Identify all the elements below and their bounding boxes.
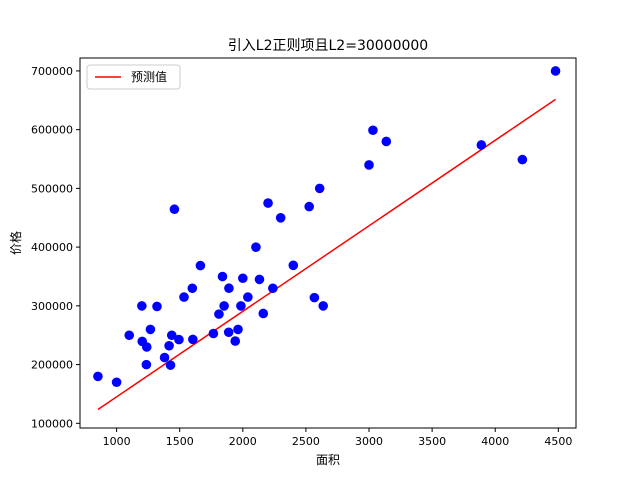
y-tick-label: 200000 [31, 359, 73, 372]
data-point [159, 352, 170, 363]
data-point [268, 283, 278, 294]
data-point [238, 273, 248, 284]
data-point [243, 292, 253, 302]
x-tick-label: 4000 [481, 435, 509, 448]
data-point [111, 377, 122, 388]
x-tick-label: 3000 [355, 435, 383, 448]
data-point [251, 242, 261, 252]
data-point [304, 201, 314, 212]
data-point [174, 334, 184, 345]
data-point [188, 334, 198, 345]
data-point [141, 359, 152, 370]
data-point [233, 324, 243, 335]
y-axis-label: 价格 [8, 231, 23, 255]
x-tick-label: 2000 [229, 435, 257, 448]
data-point [164, 340, 174, 351]
data-point [195, 260, 206, 271]
data-point [219, 301, 229, 311]
axis-ticks: 1000 1500 2000 2500 3000 3500 4000 4500 100000 20… [31, 65, 572, 448]
data-point [258, 308, 269, 319]
data-point [309, 292, 320, 303]
chart-title: 引入L2正则项且L2=30000000 [228, 38, 428, 54]
plot-area [93, 66, 561, 411]
y-tick-label: 500000 [31, 182, 73, 195]
data-point [275, 213, 286, 223]
data-point [217, 271, 228, 282]
data-point [364, 160, 374, 170]
data-point [169, 204, 180, 215]
data-point [124, 330, 135, 341]
data-point [165, 360, 176, 370]
legend: 预测值 [86, 64, 181, 90]
data-point [137, 301, 147, 311]
x-tick-label: 1500 [166, 435, 194, 448]
x-tick-label: 1000 [103, 435, 131, 448]
data-point [288, 260, 299, 271]
y-tick-label: 600000 [31, 124, 73, 137]
data-point [141, 342, 152, 352]
data-point [263, 198, 273, 208]
data-point [476, 140, 487, 150]
data-point [187, 283, 198, 294]
data-point [254, 274, 265, 285]
data-point [550, 66, 561, 76]
data-point [179, 292, 189, 302]
data-point [517, 154, 528, 165]
x-tick-label: 4500 [544, 435, 572, 448]
data-point [145, 324, 156, 335]
data-point [224, 283, 234, 294]
data-point [314, 183, 325, 194]
data-point [166, 330, 177, 341]
y-tick-label: 300000 [31, 300, 73, 313]
axes-frame [79, 57, 577, 429]
data-point [381, 136, 392, 147]
data-point [318, 301, 329, 311]
data-point [230, 336, 241, 346]
legend-box [86, 64, 181, 90]
x-tick-label: 2500 [292, 435, 320, 448]
data-point [236, 301, 246, 311]
y-tick-label: 700000 [31, 65, 73, 78]
data-point [152, 301, 162, 312]
x-tick-label: 3500 [418, 435, 446, 448]
data-point [368, 125, 378, 136]
data-point [223, 327, 234, 338]
data-point [208, 328, 219, 339]
x-axis-label: 面积 [316, 453, 340, 467]
y-tick-label: 400000 [31, 241, 73, 254]
y-tick-label: 100000 [31, 417, 73, 430]
data-point [214, 309, 224, 319]
legend-label: 预测值 [131, 69, 167, 84]
data-point [93, 371, 103, 382]
prediction-line [97, 98, 556, 411]
